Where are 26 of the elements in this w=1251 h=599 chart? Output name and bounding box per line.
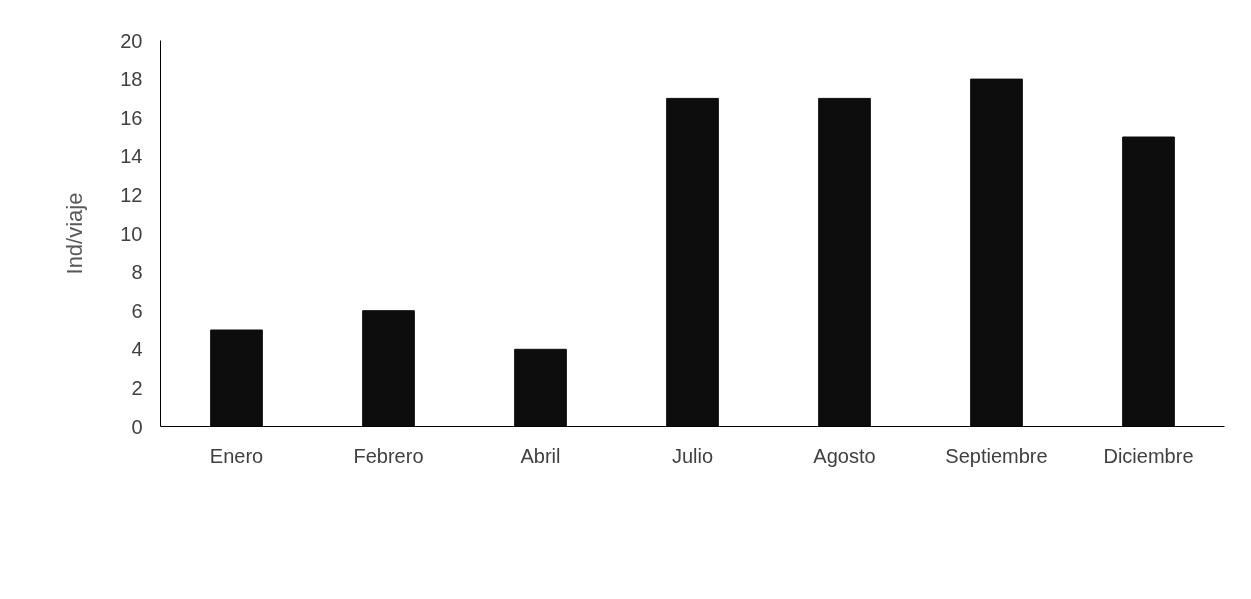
y-tick-label: 0	[131, 415, 143, 438]
bar	[970, 78, 1023, 427]
x-tick-label: Abril	[520, 444, 561, 467]
x-tick-label: Febrero	[353, 444, 424, 467]
bar	[1122, 136, 1175, 427]
bar	[514, 348, 567, 427]
bar	[210, 329, 263, 427]
y-tick-label: 2	[131, 376, 143, 399]
y-tick-label: 6	[131, 299, 143, 322]
y-tick-label: 10	[120, 222, 143, 245]
y-axis-title: Ind/viaje	[62, 192, 88, 275]
bar	[818, 97, 871, 427]
x-tick-label: Julio	[671, 444, 714, 467]
bar	[362, 310, 415, 427]
bar	[666, 97, 719, 427]
y-tick-label: 16	[120, 106, 143, 129]
x-tick-label: Septiembre	[945, 444, 1048, 467]
y-tick-label: 18	[120, 68, 143, 91]
y-tick-label: 8	[131, 261, 143, 284]
x-tick-label: Diciembre	[1103, 444, 1194, 467]
y-tick-label: 4	[131, 338, 143, 361]
x-tick-label: Enero	[209, 444, 264, 467]
y-tick-label: 12	[120, 183, 143, 206]
y-tick-label: 20	[120, 29, 143, 52]
x-tick-label: Agosto	[813, 444, 876, 467]
y-tick-label: 14	[120, 145, 143, 168]
